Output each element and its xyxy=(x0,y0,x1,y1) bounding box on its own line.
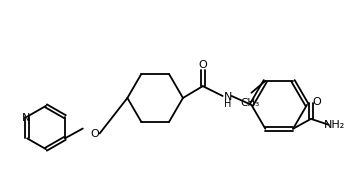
Text: O: O xyxy=(90,129,99,139)
Text: H: H xyxy=(224,99,231,109)
Text: O: O xyxy=(198,60,207,70)
Text: N: N xyxy=(22,113,30,123)
Text: CH₃: CH₃ xyxy=(241,98,260,108)
Text: NH₂: NH₂ xyxy=(324,120,345,130)
Text: N: N xyxy=(223,92,232,102)
Text: O: O xyxy=(312,97,321,107)
